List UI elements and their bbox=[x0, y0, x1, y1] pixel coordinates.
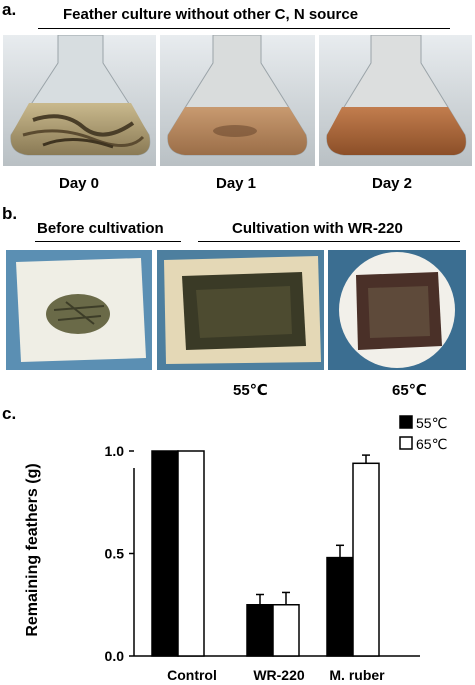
day-0-label: Day 0 bbox=[58, 175, 100, 192]
legend-label: 65℃ bbox=[416, 436, 447, 452]
panel-a-title: Feather culture without other C, N sourc… bbox=[63, 6, 359, 23]
bar-wr-220-65c bbox=[272, 604, 300, 657]
temp-55-label: 55℃ bbox=[233, 382, 268, 399]
day-2-label: Day 2 bbox=[371, 175, 413, 192]
cultivation-header: Cultivation with WR-220 bbox=[232, 220, 403, 237]
y-tick-label: 0.0 bbox=[105, 648, 125, 664]
legend-swatch bbox=[399, 415, 413, 429]
before-cultivation-header: Before cultivation bbox=[37, 220, 164, 237]
panel-b-label: b. bbox=[2, 204, 18, 223]
bar-control-55c bbox=[151, 450, 179, 657]
bar-m-ruber-65c bbox=[352, 462, 380, 657]
panel-c-label: c. bbox=[2, 404, 17, 423]
temp-65-label: 65℃ bbox=[392, 382, 427, 399]
x-tick-label: WR-220 bbox=[253, 667, 305, 683]
panel-a-title-underline bbox=[38, 28, 450, 29]
bar-control-65c bbox=[177, 450, 205, 657]
feather-cultivation-photo bbox=[6, 250, 466, 370]
legend-swatch bbox=[399, 436, 413, 450]
x-tick-label: Control bbox=[167, 667, 217, 683]
remaining-feathers-chart: Remaining feathers (g) 0.0 0.5 1.0 Control… bbox=[24, 415, 447, 683]
before-cultivation-underline bbox=[35, 241, 181, 242]
flask-culture-photo bbox=[3, 35, 472, 166]
cultivation-underline bbox=[198, 241, 460, 242]
legend-label: 55℃ bbox=[416, 415, 447, 431]
y-axis-label: Remaining feathers (g) bbox=[24, 463, 41, 636]
bar-wr-220-55c bbox=[246, 604, 274, 657]
panel-a-label: a. bbox=[2, 0, 17, 19]
x-tick-label: M. ruber bbox=[329, 667, 385, 683]
y-tick-label: 0.5 bbox=[105, 546, 125, 562]
day-1-label: Day 1 bbox=[215, 175, 257, 192]
y-tick-label: 1.0 bbox=[105, 443, 125, 459]
bar-m-ruber-55c bbox=[326, 556, 354, 657]
